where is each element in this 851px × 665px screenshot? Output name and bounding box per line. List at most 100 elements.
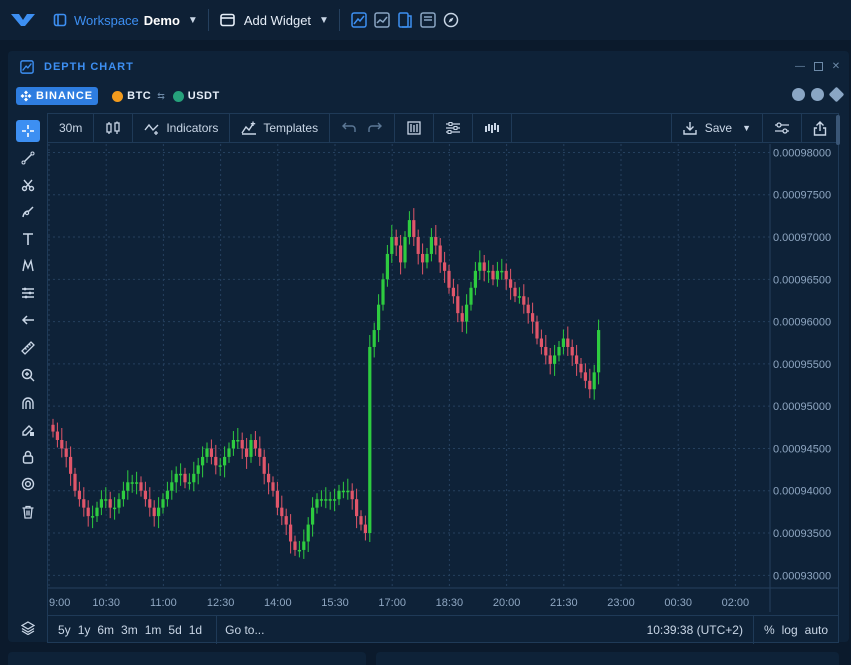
candle-body	[425, 253, 429, 263]
crosshair-tool[interactable]	[16, 120, 40, 142]
candle-body	[196, 465, 200, 474]
candle-body	[231, 440, 235, 449]
candle-body	[592, 372, 596, 390]
candle-body	[143, 490, 147, 500]
candle-body	[165, 490, 169, 500]
save-button[interactable]: Save ▼	[672, 113, 763, 143]
range-6m-button[interactable]: 6m	[97, 622, 115, 637]
candle-body	[192, 473, 196, 483]
back-arrow-tool[interactable]	[16, 309, 40, 331]
settings-sliders-tool[interactable]	[16, 282, 40, 304]
text-tool[interactable]	[16, 228, 40, 250]
compare-button[interactable]	[473, 113, 513, 143]
range-1m-button[interactable]: 1m	[144, 622, 162, 637]
candle-body	[535, 321, 539, 339]
panel-header[interactable]: DEPTH CHART — ✕	[8, 51, 849, 83]
candle-body	[566, 338, 570, 347]
market-pair-row[interactable]: BINANCE BTC ⇆ USDT	[16, 86, 220, 106]
bitcoin-icon[interactable]	[792, 88, 805, 101]
hexagon-icon[interactable]	[828, 86, 845, 103]
candle-body	[82, 499, 86, 508]
trend-widget-icon[interactable]	[373, 11, 391, 29]
arrow-left-icon	[21, 315, 34, 325]
goto-button[interactable]: Go to...	[216, 615, 264, 644]
lock-tool[interactable]	[16, 446, 40, 468]
auto-scale-toggle[interactable]: auto	[804, 622, 828, 637]
panel-title: DEPTH CHART	[44, 61, 134, 73]
candle-body	[421, 253, 425, 263]
pattern-tool[interactable]	[16, 255, 40, 277]
interval-selector[interactable]: 30m	[48, 113, 95, 143]
log-scale-toggle[interactable]: log	[781, 622, 798, 637]
ruler-tool[interactable]	[16, 337, 40, 359]
currency-icon[interactable]	[811, 88, 824, 101]
candle-body	[337, 490, 341, 500]
panel-scrollbar[interactable]	[836, 115, 840, 145]
candle-body	[51, 424, 55, 432]
percent-scale-toggle[interactable]: %	[763, 622, 775, 637]
candle-body	[86, 507, 90, 517]
candle-body	[319, 499, 323, 501]
zoom-tool[interactable]	[16, 364, 40, 386]
range-5y-button[interactable]: 5y	[58, 622, 71, 637]
candle-body	[583, 372, 587, 381]
range-5d-button[interactable]: 5d	[168, 622, 182, 637]
chart-type-button[interactable]	[94, 113, 134, 143]
candle-body	[157, 507, 161, 517]
exchange-badge[interactable]: BINANCE	[16, 87, 99, 105]
chevron-down-icon: ▼	[319, 14, 329, 26]
btc-coin-icon	[112, 90, 124, 102]
trades-widget-icon[interactable]	[419, 11, 437, 29]
y-tick-label: 0.00094500	[773, 443, 831, 455]
visibility-tool[interactable]	[16, 473, 40, 495]
app-logo[interactable]	[0, 0, 46, 40]
delete-tool[interactable]	[16, 501, 40, 523]
lower-panel-right[interactable]	[376, 652, 839, 665]
y-tick-label: 0.00097500	[773, 190, 831, 202]
candle-body	[60, 440, 64, 449]
compass-icon[interactable]	[442, 11, 460, 29]
trend-line-tool[interactable]	[16, 147, 40, 169]
maximize-icon[interactable]	[813, 61, 823, 71]
candlestick-chart[interactable]: 0.00098000 0.00097500 0.00097000 0.00096500…	[48, 144, 838, 612]
layers-tool[interactable]	[16, 617, 40, 639]
lower-panel-left[interactable]	[8, 652, 366, 665]
x-tick-label: 11:00	[150, 597, 177, 609]
close-icon[interactable]: ✕	[831, 60, 841, 72]
lock-edit-tool[interactable]	[16, 419, 40, 441]
magnet-tool[interactable]	[16, 392, 40, 414]
range-1d-button[interactable]: 1d	[188, 622, 203, 637]
range-1y-button[interactable]: 1y	[77, 622, 91, 637]
candle-body	[249, 440, 253, 457]
candle-body	[108, 499, 112, 508]
chart-settings-sliders[interactable]	[434, 113, 474, 143]
candle-body	[509, 279, 513, 288]
indicators-button[interactable]: Indicators	[133, 113, 231, 143]
line-chart-widget-icon[interactable]	[350, 11, 368, 29]
candle-body	[205, 448, 209, 457]
minimize-icon[interactable]: —	[795, 60, 805, 72]
clock-timezone[interactable]: 10:39:38 (UTC+2)	[647, 615, 754, 644]
chart-layout-button[interactable]	[395, 113, 435, 143]
share-button[interactable]	[802, 114, 838, 143]
candle-body	[297, 549, 301, 552]
candle-body	[223, 456, 227, 466]
chevron-down-icon: ▼	[187, 14, 198, 26]
sliders-icon	[446, 122, 461, 134]
orderbook-widget-icon[interactable]	[396, 11, 414, 29]
redo-icon[interactable]	[367, 122, 383, 134]
panel-right-icons	[792, 86, 845, 103]
fib-tool[interactable]	[16, 174, 40, 196]
templates-button[interactable]: Templates	[230, 113, 331, 143]
chart-settings-button[interactable]	[763, 113, 802, 143]
candle-body	[491, 270, 495, 280]
workspace-selector[interactable]: Workspace Demo ▼	[46, 0, 198, 40]
candle-body	[280, 507, 284, 517]
add-widget-button[interactable]: Add Widget ▼	[219, 0, 329, 40]
brush-tool[interactable]	[16, 201, 40, 223]
swap-arrows-icon[interactable]: ⇆	[157, 90, 165, 101]
candle-body	[548, 355, 552, 364]
undo-icon[interactable]	[341, 122, 357, 134]
range-3m-button[interactable]: 3m	[121, 622, 138, 637]
text-icon	[23, 233, 33, 245]
